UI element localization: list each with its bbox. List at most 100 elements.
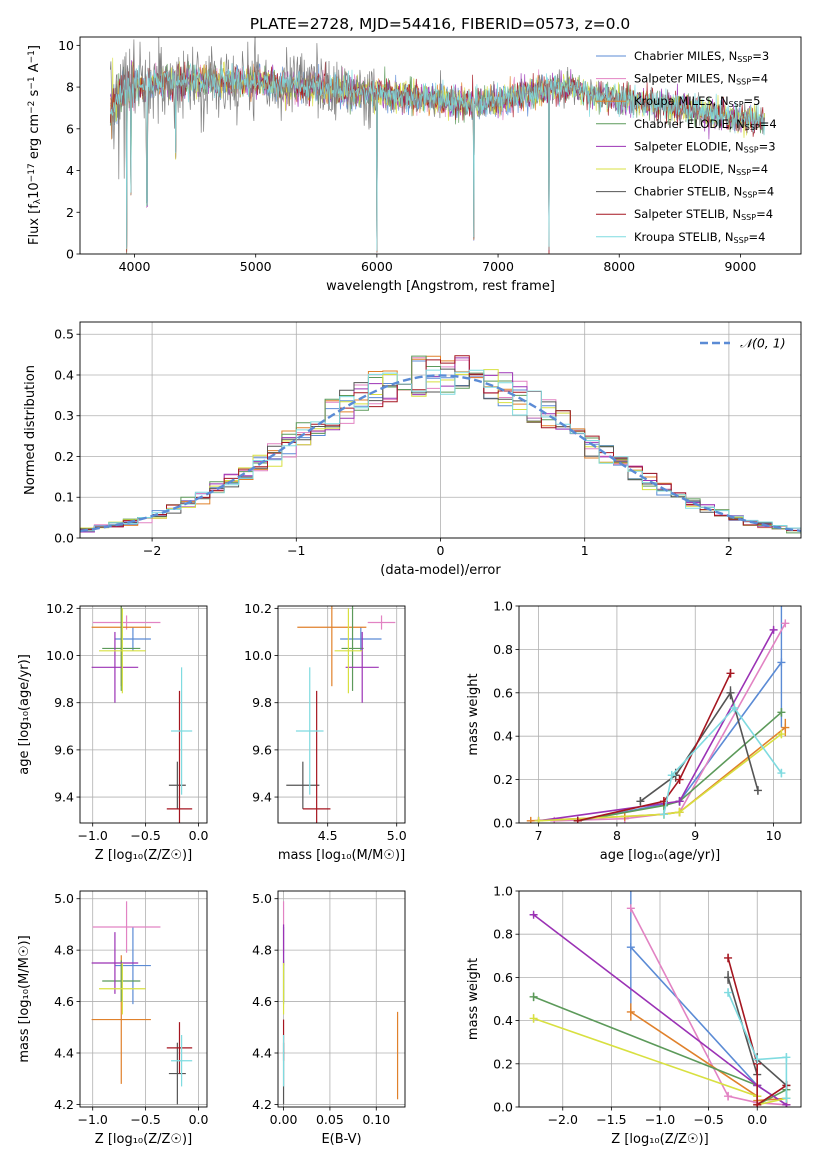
x-tick-label: −1.0 <box>78 828 108 843</box>
x-tick-label: −1.5 <box>596 1112 626 1127</box>
x-axis-label: E(B-V) <box>321 1132 361 1147</box>
weight-marker <box>782 1053 791 1062</box>
x-tick-label: 5000 <box>240 259 272 274</box>
legend-label-part: Kroupa ELODIE, N <box>634 162 736 176</box>
y-tick-label: 9.4 <box>54 790 74 805</box>
panel-age_vs_mass: 4.5 5.0 9.4 9.6 9.8 10.0 10.2 mass [log₁₀(M/M☉)… <box>244 601 407 863</box>
normal-curve <box>80 374 801 533</box>
legend-label: 𝒩(0, 1) <box>740 336 786 351</box>
weight-marker <box>626 943 635 952</box>
y-tick-label: 0.2 <box>493 1056 513 1071</box>
panel-age_vs_Z: −1.0 −0.5 0.0 9.4 9.6 9.8 10.0 10.2 Z [log₁₀(Z/Z… <box>17 601 209 863</box>
axes-frame <box>277 890 406 1108</box>
x-tick-label: 0.0 <box>189 828 209 843</box>
weight-marker <box>529 992 538 1001</box>
legend-label-part: =4 <box>760 117 777 131</box>
legend-label-part: Chabrier STELIB, N <box>634 185 742 199</box>
x-tick-label: 4000 <box>119 259 151 274</box>
grid <box>80 891 207 1107</box>
y-axis-label-part: −1 <box>27 50 37 63</box>
y-axis-label: mass [log₁₀(M/M☉)] <box>17 935 32 1062</box>
panel-weight_vs_Z: −2.0 −1.5 −1.0 −0.5 0.0 0.0 0.2 0.4 0.6 0.8 1.0 Z [… <box>466 884 802 1147</box>
axes-frame <box>518 890 802 1108</box>
legend-label-part: SSP <box>729 100 744 109</box>
legend-label-part: Chabrier MILES, N <box>634 49 737 63</box>
y-tick-label: 0.8 <box>493 642 513 657</box>
weight-marker <box>529 1014 538 1023</box>
y-axis-label: Normed distribution <box>23 365 38 495</box>
weight-marker <box>753 1055 762 1064</box>
y-axis-label: mass weight <box>466 958 481 1040</box>
y-tick-label: 10.2 <box>244 601 272 616</box>
weight-marker <box>675 797 684 806</box>
weight-line <box>554 623 786 822</box>
weight-line <box>727 992 788 1099</box>
weight-line <box>630 907 787 1106</box>
y-axis-label-part: λ <box>33 198 43 204</box>
y-axis-label: mass weight <box>466 673 481 755</box>
x-tick-label: 0.10 <box>362 1112 390 1127</box>
y-tick-label: 0.0 <box>493 816 513 831</box>
legend-label-part: =5 <box>744 94 761 108</box>
grid <box>278 606 405 823</box>
y-tick-label: 0.4 <box>493 729 513 744</box>
grid <box>80 606 207 823</box>
y-tick-label: 0.6 <box>493 970 513 985</box>
axes-frame <box>79 321 802 539</box>
y-tick-label: 2 <box>66 205 74 220</box>
x-tick-label: −2 <box>143 543 161 558</box>
plot-area <box>529 891 791 1107</box>
x-tick-label: 5.0 <box>387 828 407 843</box>
x-axis-label: age [log₁₀(age/yr)] <box>600 848 721 863</box>
weight-marker <box>781 619 790 628</box>
weight-marker <box>626 1007 635 1016</box>
panel-residuals: −2 −1 0 1 2 0.0 0.1 0.2 0.3 0.4 0.5 (data-model)/er… <box>23 321 802 578</box>
y-tick-label: 0.2 <box>54 449 74 464</box>
x-axis-label: wavelength [Angstrom, rest frame] <box>326 279 555 294</box>
weight-marker <box>782 1094 791 1103</box>
y-tick-label: 0.5 <box>54 327 74 342</box>
y-axis-label: age [log₁₀(age/yr)] <box>17 654 32 775</box>
panel-mass_vs_Z: −1.0 −0.5 0.0 4.2 4.4 4.6 4.8 5.0 Z [log₁₀(Z/Z☉)… <box>17 890 209 1147</box>
legend-label: Kroupa MILES, NSSP=5 <box>634 94 760 109</box>
legend-label: Salpeter STELIB, NSSP=4 <box>634 207 773 222</box>
y-tick-label: 0.3 <box>54 408 74 423</box>
x-tick-label: −2.0 <box>548 1112 578 1127</box>
weight-marker <box>726 669 735 678</box>
y-tick-label: 4.2 <box>54 1097 74 1112</box>
weight-marker <box>534 816 543 823</box>
y-tick-label: 9.8 <box>54 695 74 710</box>
panel-mass_vs_ebv: 0.00 0.05 0.10 4.2 4.4 4.6 4.8 5.0 E(B-V) <box>252 890 406 1147</box>
legend-label-part: SSP <box>745 123 760 132</box>
x-tick-label: 8 <box>613 828 621 843</box>
panel-spectrum: 4000 5000 6000 7000 8000 9000 0 2 4 6 8 10 wavelengt… <box>27 36 802 294</box>
weight-line <box>727 957 787 1107</box>
y-tick-label: 0 <box>66 247 74 262</box>
weight-marker <box>573 816 582 823</box>
x-axis-label: Z [log₁₀(Z/Z☉)] <box>95 1132 192 1147</box>
y-tick-label: 6 <box>66 121 74 136</box>
x-tick-label: −1.0 <box>645 1112 675 1127</box>
x-tick-label: 6000 <box>361 259 393 274</box>
y-tick-label: 4 <box>66 163 74 178</box>
y-tick-label: 0.4 <box>54 367 74 382</box>
plot-area <box>526 606 790 823</box>
legend-label-part: =4 <box>756 207 773 221</box>
weight-marker <box>724 988 733 997</box>
y-tick-label: 4.6 <box>54 994 74 1009</box>
figure-title: PLATE=2728, MJD=54416, FIBERID=0573, z=0… <box>250 15 631 33</box>
y-tick-label: 4.8 <box>54 943 74 958</box>
y-tick-label: 10.2 <box>46 601 74 616</box>
weight-marker <box>675 808 684 817</box>
x-tick-label: 7 <box>535 828 543 843</box>
plot-area <box>282 901 399 1105</box>
weight-marker <box>753 786 762 795</box>
weight-marker <box>753 1100 762 1107</box>
legend-label-part: =4 <box>749 230 766 244</box>
x-tick-label: 10 <box>766 828 782 843</box>
y-tick-label: 4.8 <box>252 943 272 958</box>
weight-marker <box>777 658 786 667</box>
weight-line <box>663 706 783 815</box>
weight-marker <box>777 708 786 717</box>
